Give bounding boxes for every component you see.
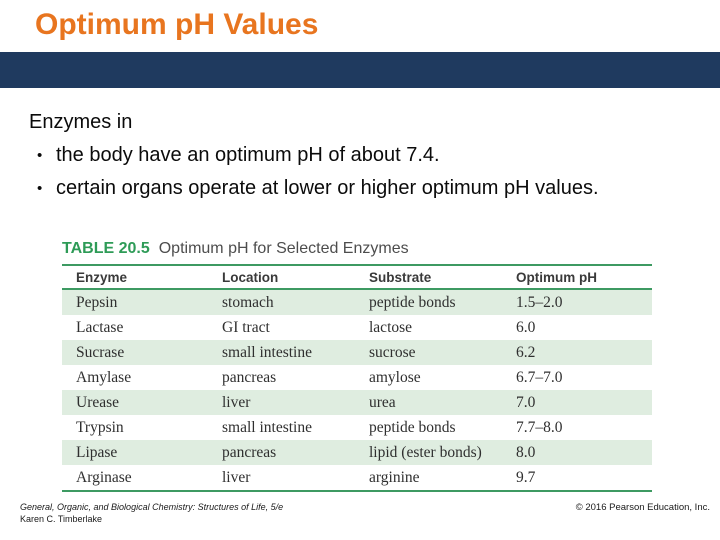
title-divider-bar xyxy=(0,52,720,88)
table-cell: peptide bonds xyxy=(369,418,456,436)
table-cell: GI tract xyxy=(222,318,270,336)
table-header-cell: Substrate xyxy=(369,269,432,285)
table-cell: 6.0 xyxy=(516,318,536,336)
table-cell: Lipase xyxy=(76,443,118,461)
table-row: Lactase GI tract lactose 6.0 xyxy=(62,315,652,340)
table-cell: 1.5–2.0 xyxy=(516,293,563,311)
table-cell: Urease xyxy=(76,393,120,411)
table-cell: lactose xyxy=(369,318,413,336)
bullet-item: • certain organs operate at lower or hig… xyxy=(29,172,604,205)
table-body: Pepsin stomach peptide bonds 1.5–2.0 Lactase… xyxy=(62,290,652,492)
table-cell: liver xyxy=(222,468,251,486)
footer-left: General, Organic, and Biological Chemist… xyxy=(20,501,283,525)
table-header-cell: Enzyme xyxy=(76,269,128,285)
table-cell: Pepsin xyxy=(76,293,118,311)
table-cell: liver xyxy=(222,393,251,411)
table-cell: small intestine xyxy=(222,343,312,361)
table-cell: 7.0 xyxy=(516,393,536,411)
table-row: Amylase pancreas amylose 6.7–7.0 xyxy=(62,365,652,390)
table-row: Urease liver urea 7.0 xyxy=(62,390,652,415)
table-title: Optimum pH for Selected Enzymes xyxy=(158,240,409,257)
table-cell: 6.7–7.0 xyxy=(516,368,563,386)
bullet-icon: • xyxy=(37,147,43,164)
footer-book-title: General, Organic, and Biological Chemist… xyxy=(20,502,284,512)
footer-author: Karen C. Timberlake xyxy=(20,514,103,524)
table-cell: 8.0 xyxy=(516,443,536,461)
table-cell: 9.7 xyxy=(516,468,536,486)
table-header-cell: Location xyxy=(222,269,279,285)
table-row: Pepsin stomach peptide bonds 1.5–2.0 xyxy=(62,290,652,315)
bullet-text: certain organs operate at lower or highe… xyxy=(56,177,599,199)
bullet-icon: • xyxy=(37,180,43,197)
bullet-text: the body have an optimum pH of about 7.4… xyxy=(56,144,440,166)
table-cell: Sucrase xyxy=(76,343,125,361)
table-cell: lipid (ester bonds) xyxy=(369,443,482,461)
table-cell: pancreas xyxy=(222,443,277,461)
enzyme-table: TABLE 20.5 Optimum pH for Selected Enzyme… xyxy=(62,240,652,492)
table-cell: 6.2 xyxy=(516,343,536,361)
table-cell: urea xyxy=(369,393,396,411)
table-cell: pancreas xyxy=(222,368,277,386)
table-header-row: Enzyme Location Substrate Optimum pH xyxy=(62,264,652,290)
page-title: Optimum pH Values xyxy=(35,8,319,41)
table-cell: peptide bonds xyxy=(369,293,456,311)
intro-line: Enzymes in xyxy=(29,111,133,133)
table-caption: TABLE 20.5 Optimum pH for Selected Enzyme… xyxy=(62,240,652,258)
table-row: Sucrase small intestine sucrose 6.2 xyxy=(62,340,652,365)
table-cell: Arginase xyxy=(76,468,132,486)
table-row: Arginase liver arginine 9.7 xyxy=(62,465,652,490)
bullet-item: • the body have an optimum pH of about 7… xyxy=(29,139,604,172)
table-row: Trypsin small intestine peptide bonds 7.7–8… xyxy=(62,415,652,440)
table-cell: 7.7–8.0 xyxy=(516,418,563,436)
table-cell: arginine xyxy=(369,468,420,486)
table-label: TABLE 20.5 xyxy=(62,240,150,257)
table-cell: Lactase xyxy=(76,318,124,336)
table-cell: sucrose xyxy=(369,343,416,361)
footer-copyright: © 2016 Pearson Education, Inc. xyxy=(575,502,710,513)
table-header-cell: Optimum pH xyxy=(516,269,597,285)
table-row: Lipase pancreas lipid (ester bonds) 8.0 xyxy=(62,440,652,465)
table-cell: Trypsin xyxy=(76,418,124,436)
body-text: Enzymes in • the body have an optimum pH… xyxy=(29,106,604,205)
table-cell: small intestine xyxy=(222,418,312,436)
table-cell: stomach xyxy=(222,293,274,311)
table-cell: amylose xyxy=(369,368,421,386)
table-cell: Amylase xyxy=(76,368,132,386)
